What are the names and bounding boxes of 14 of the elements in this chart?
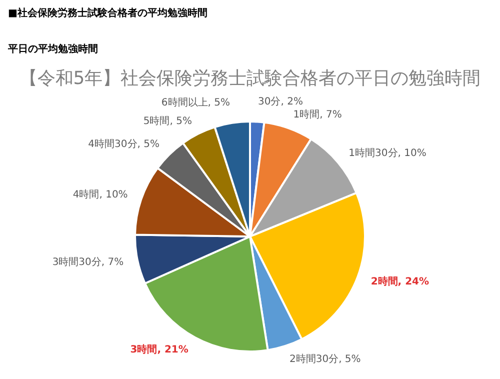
slice-label: 6時間以上, 5% <box>161 96 230 109</box>
slice-label: 3時間30分, 7% <box>52 256 124 268</box>
slice-label: 30分, 2% <box>258 95 303 108</box>
text: ■社会保険労務士試験合格者の平均勉強時間 <box>8 6 208 20</box>
slice-label: 2時間30分, 5% <box>289 352 361 365</box>
slice-label: 4時間, 10% <box>72 188 128 201</box>
slice-label: 5時間, 5% <box>143 114 192 127</box>
slice-label: 4時間30分, 5% <box>88 138 160 150</box>
slice-label: 1時間, 7% <box>293 108 342 121</box>
slice-label: 3時間, 21% <box>130 343 188 356</box>
text: 平日の平均勉強時間 <box>8 42 98 56</box>
chart-title: 【令和5年】社会保険労務士試験合格者の平日の勉強時間 <box>18 67 482 90</box>
slice-label: 2時間, 24% <box>370 275 430 288</box>
slice-label: 1時間30分, 10% <box>348 147 426 160</box>
